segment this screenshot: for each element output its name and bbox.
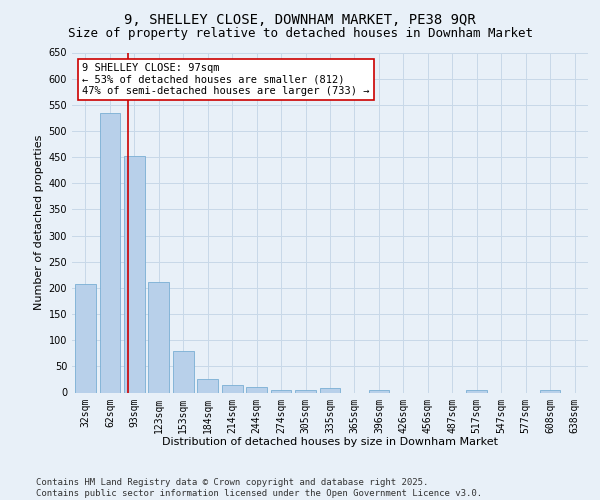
Y-axis label: Number of detached properties: Number of detached properties <box>34 135 44 310</box>
Bar <box>75 284 96 393</box>
Bar <box>124 156 145 392</box>
Bar <box>540 390 560 392</box>
Bar <box>320 388 340 392</box>
Bar <box>222 385 242 392</box>
Text: 9 SHELLEY CLOSE: 97sqm
← 53% of detached houses are smaller (812)
47% of semi-de: 9 SHELLEY CLOSE: 97sqm ← 53% of detached… <box>82 62 370 96</box>
Bar <box>466 390 487 392</box>
Bar <box>173 350 194 393</box>
Bar <box>295 390 316 392</box>
Bar <box>148 282 169 393</box>
Text: 9, SHELLEY CLOSE, DOWNHAM MARKET, PE38 9QR: 9, SHELLEY CLOSE, DOWNHAM MARKET, PE38 9… <box>124 12 476 26</box>
Text: Contains HM Land Registry data © Crown copyright and database right 2025.
Contai: Contains HM Land Registry data © Crown c… <box>36 478 482 498</box>
X-axis label: Distribution of detached houses by size in Downham Market: Distribution of detached houses by size … <box>162 437 498 447</box>
Bar <box>368 390 389 392</box>
Text: Size of property relative to detached houses in Downham Market: Size of property relative to detached ho… <box>67 28 533 40</box>
Bar <box>246 386 267 392</box>
Bar <box>197 379 218 392</box>
Bar <box>100 112 120 392</box>
Bar <box>271 390 292 392</box>
